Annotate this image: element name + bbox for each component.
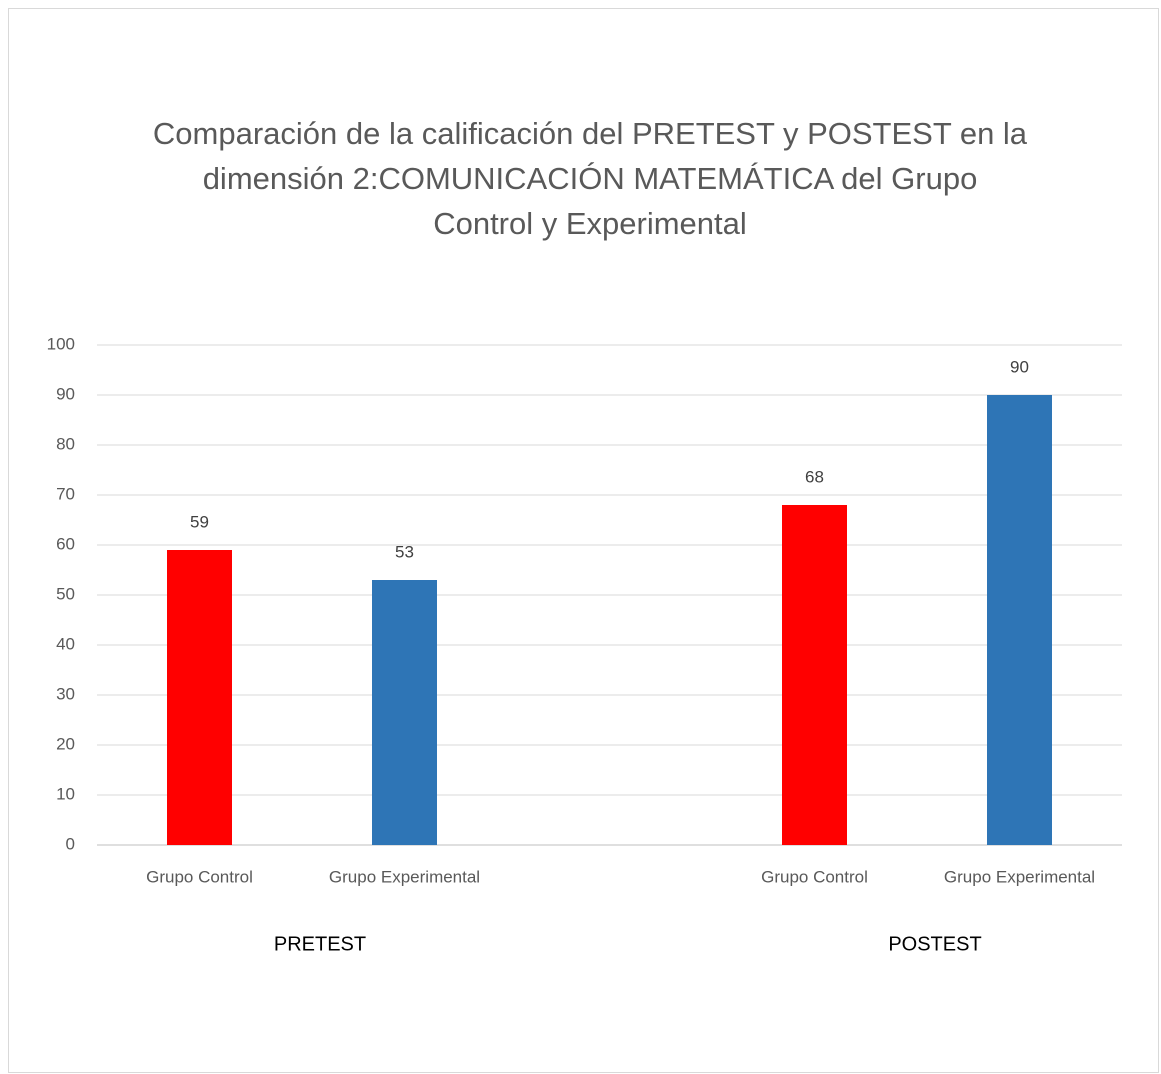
y-tick-label: 100 — [47, 334, 75, 353]
group-label: PRETEST — [274, 933, 366, 955]
bar — [782, 505, 847, 845]
data-label: 59 — [190, 512, 209, 531]
chart-title: Control y Experimental — [433, 206, 747, 241]
data-label: 53 — [395, 542, 414, 561]
data-label: 90 — [1010, 357, 1029, 376]
y-tick-label: 80 — [56, 434, 75, 453]
bar — [167, 550, 232, 845]
y-tick-label: 10 — [56, 784, 75, 803]
x-tick-label: Grupo Control — [146, 867, 253, 886]
x-tick-label: Grupo Control — [761, 867, 868, 886]
data-label: 68 — [805, 467, 824, 486]
y-tick-label: 50 — [56, 584, 75, 603]
y-tick-label: 70 — [56, 484, 75, 503]
y-tick-label: 40 — [56, 634, 75, 653]
y-tick-label: 60 — [56, 534, 75, 553]
y-tick-label: 30 — [56, 684, 75, 703]
chart-title: Comparación de la calificación del PRETE… — [153, 116, 1028, 151]
bar — [372, 580, 437, 845]
y-tick-label: 90 — [56, 384, 75, 403]
x-tick-label: Grupo Experimental — [944, 867, 1095, 886]
bar — [987, 395, 1052, 845]
chart-border — [8, 8, 1159, 1073]
y-tick-label: 20 — [56, 734, 75, 753]
group-label: POSTEST — [888, 933, 981, 955]
y-tick-label: 0 — [66, 834, 75, 853]
x-tick-label: Grupo Experimental — [329, 867, 480, 886]
chart-title: dimensión 2:COMUNICACIÓN MATEMÁTICA del … — [203, 161, 978, 196]
